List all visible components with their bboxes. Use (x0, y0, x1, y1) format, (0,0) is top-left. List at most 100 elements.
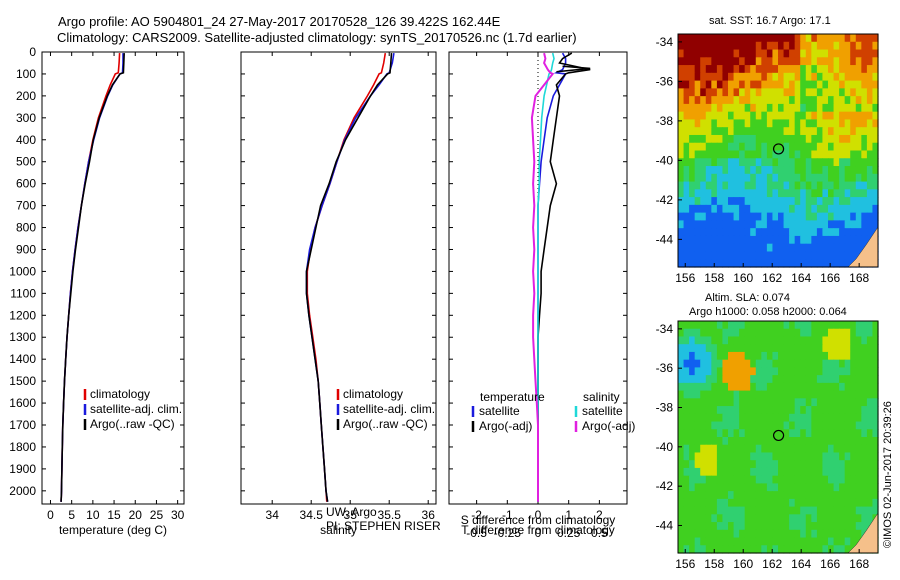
sla-cell (705, 390, 712, 399)
sst-cell (733, 158, 740, 167)
sla-cell (800, 444, 807, 454)
sla-cell (694, 351, 701, 361)
sla-cell (805, 529, 812, 539)
sla-cell (794, 491, 801, 500)
sst-cell (789, 243, 796, 253)
sla-cell (705, 483, 712, 492)
sst-cell (811, 49, 818, 58)
sla-cell (855, 429, 862, 438)
sst-cell (678, 251, 685, 260)
sla-cell (844, 336, 851, 345)
sla-cell (783, 483, 790, 492)
sla-cell (694, 529, 701, 539)
map-frame (677, 33, 879, 268)
sst-cell (739, 181, 746, 190)
sst-cell (828, 57, 835, 66)
sla-cell (805, 506, 812, 515)
sst-cell (844, 189, 851, 198)
sst-cell (816, 57, 824, 66)
sla-cell (844, 367, 851, 376)
sla-cell (783, 437, 790, 446)
sst-cell (822, 57, 829, 66)
sla-cell (678, 398, 685, 407)
sst-cell (822, 88, 829, 97)
sst-cell (733, 134, 740, 144)
sst-cell (744, 212, 751, 221)
sla-cell (700, 359, 707, 368)
sst-cell (705, 251, 712, 260)
sst-cell (850, 158, 857, 167)
sla-cell (828, 537, 835, 546)
plot-frame (240, 51, 437, 505)
sla-cell (689, 359, 696, 368)
sst-cell (711, 57, 718, 66)
sla-cell (872, 321, 879, 330)
sla-cell (861, 382, 868, 392)
sla-cell (716, 406, 724, 415)
sst-cell (783, 243, 790, 253)
sla-cell (844, 491, 851, 500)
sst-cell (778, 103, 785, 113)
sst-cell (739, 142, 746, 152)
sla-cell (833, 483, 840, 492)
sst-cell (678, 220, 685, 229)
sst-cell (839, 150, 846, 159)
sst-cell (800, 119, 807, 128)
sla-cell (861, 413, 868, 423)
sla-cell (678, 382, 685, 392)
sla-cell (844, 529, 851, 539)
sst-cell (828, 197, 835, 206)
sst-cell (816, 181, 824, 190)
y-tick-label: 0 (29, 45, 36, 59)
sla-cell (833, 444, 840, 454)
sst-cell (766, 235, 774, 245)
sla-cell (739, 382, 746, 392)
sst-cell (866, 220, 874, 229)
sst-cell (689, 34, 696, 43)
sla-cell (833, 421, 840, 430)
sst-cell (822, 173, 829, 183)
sst-cell (816, 41, 824, 51)
x-axis-label: salinity (320, 523, 357, 537)
sst-cell (711, 243, 718, 253)
sla-cell (689, 437, 696, 446)
sst-cell (739, 243, 746, 253)
sst-cell (678, 142, 685, 152)
sla-cell (700, 545, 707, 554)
sst-cell (733, 220, 740, 229)
sst-cell (761, 134, 768, 144)
sst-cell (694, 235, 701, 245)
sst-cell (739, 251, 746, 260)
sla-cell (872, 498, 879, 508)
sla-cell (866, 437, 874, 446)
sla-cell (778, 429, 785, 438)
sst-cell (850, 197, 857, 206)
sst-cell (711, 220, 718, 229)
sla-cell (805, 336, 812, 345)
sla-cell (783, 406, 790, 415)
legend-label: Argo(-adj) (479, 419, 532, 433)
sla-cell (750, 351, 757, 361)
sst-cell (722, 212, 729, 221)
sst-cell (822, 251, 829, 260)
sla-cell (705, 336, 712, 345)
sla-cell (711, 437, 718, 446)
sst-cell (794, 57, 801, 66)
sst-cell (811, 204, 818, 214)
sst-cell (805, 197, 812, 206)
sla-cell (816, 375, 824, 384)
sla-cell (794, 336, 801, 345)
sst-cell (716, 72, 724, 82)
x-tick-label: 34.5 (300, 508, 324, 522)
sla-cell (805, 390, 812, 399)
sla-cell (800, 413, 807, 423)
sst-cell (739, 173, 746, 183)
sla-cell (850, 321, 857, 330)
sla-cell (839, 483, 846, 492)
sla-cell (800, 522, 807, 531)
sla-cell (700, 467, 707, 477)
sla-cell (794, 367, 801, 376)
sla-cell (744, 444, 751, 454)
sla-cell (866, 498, 874, 508)
sla-cell (750, 452, 757, 461)
